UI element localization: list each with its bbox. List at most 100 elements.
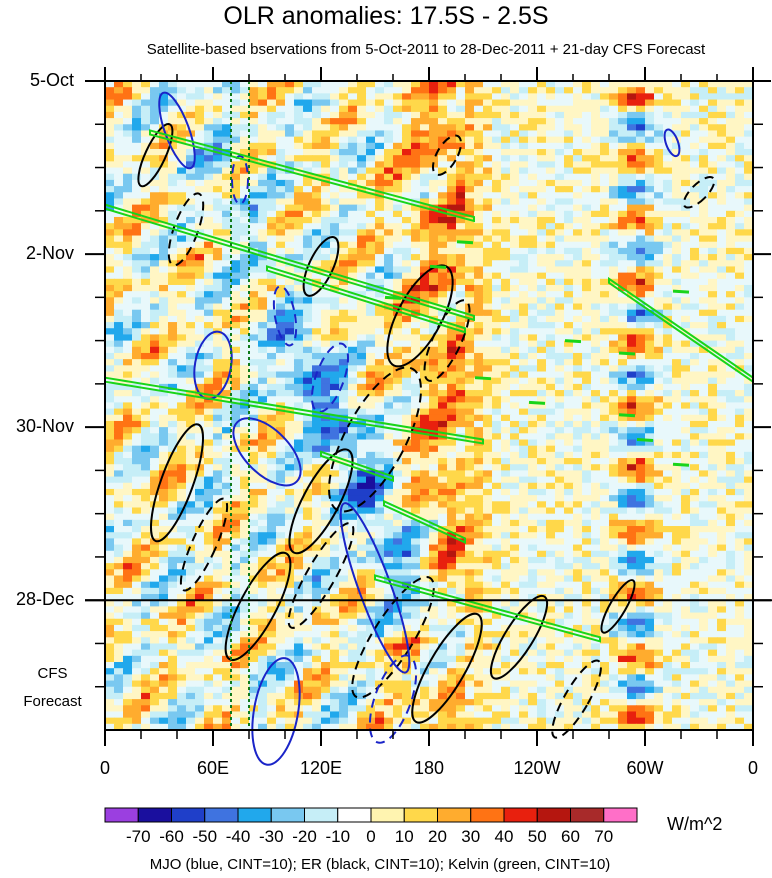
anomaly-cell [177,198,187,206]
anomaly-cell [294,390,304,397]
anomaly-cell [132,247,142,255]
anomaly-cell [411,383,421,391]
anomaly-cell [591,359,601,366]
anomaly-cell [267,482,277,490]
anomaly-cell [222,359,232,366]
anomaly-cell [456,278,466,286]
anomaly-cell [105,315,115,323]
anomaly-cell [735,352,745,360]
anomaly-cell [600,148,610,156]
anomaly-cell [150,130,160,138]
anomaly-cell [150,297,160,305]
anomaly-cell [231,118,241,125]
anomaly-cell [249,210,259,218]
anomaly-cell [726,303,736,311]
anomaly-cell [195,352,205,360]
anomaly-cell [537,451,547,459]
anomaly-cell [663,303,673,311]
anomaly-cell [645,352,655,360]
anomaly-cell [681,464,691,471]
anomaly-cell [195,322,205,329]
anomaly-cell [708,148,718,156]
anomaly-cell [321,192,331,200]
anomaly-cell [168,458,178,465]
anomaly-cell [600,495,610,502]
anomaly-cell [483,247,493,255]
anomaly-cell [303,136,313,144]
anomaly-cell [438,87,448,94]
anomaly-cell [447,464,457,471]
anomaly-cell [672,445,682,453]
anomaly-cell [627,229,637,237]
anomaly-cell [654,105,664,113]
anomaly-cell [168,210,178,218]
anomaly-cell [429,365,439,373]
anomaly-cell [429,266,439,274]
anomaly-cell [366,216,376,224]
anomaly-cell [303,192,313,200]
anomaly-cell [195,464,205,471]
anomaly-cell [600,260,610,268]
anomaly-cell [195,142,205,150]
anomaly-cell [105,501,115,509]
anomaly-cell [303,402,313,410]
anomaly-cell [150,309,160,317]
anomaly-cell [735,501,745,509]
anomaly-cell [546,118,556,125]
anomaly-cell [537,488,547,496]
anomaly-cell [735,105,745,113]
anomaly-cell [240,464,250,471]
anomaly-cell [150,408,160,416]
anomaly-cell [708,315,718,323]
anomaly-cell [654,328,664,336]
anomaly-cell [303,297,313,305]
anomaly-cell [690,427,700,434]
anomaly-cell [204,408,214,416]
anomaly-cell [555,161,565,169]
anomaly-cell [114,161,124,169]
anomaly-cell [501,346,511,354]
anomaly-cell [537,254,547,261]
anomaly-cell [510,445,520,453]
anomaly-cell [105,352,115,360]
anomaly-cell [591,315,601,323]
anomaly-cell [528,130,538,138]
anomaly-cell [231,328,241,336]
anomaly-cell [384,161,394,169]
anomaly-cell [681,254,691,261]
anomaly-cell [285,464,295,471]
anomaly-cell [609,173,619,181]
anomaly-cell [123,445,133,453]
anomaly-cell [294,322,304,329]
anomaly-cell [537,235,547,243]
anomaly-cell [717,241,727,249]
anomaly-cell [312,346,322,354]
anomaly-cell [438,254,448,261]
anomaly-cell [267,507,277,515]
anomaly-cell [726,266,736,274]
anomaly-cell [726,334,736,342]
anomaly-cell [186,266,196,274]
anomaly-cell [501,482,511,490]
anomaly-cell [699,229,709,237]
anomaly-cell [114,148,124,156]
anomaly-cell [600,420,610,428]
anomaly-cell [456,99,466,107]
anomaly-cell [267,470,277,478]
anomaly-cell [654,458,664,465]
anomaly-cell [501,111,511,119]
anomaly-cell [159,254,169,261]
anomaly-cell [501,186,511,193]
anomaly-cell [114,118,124,125]
anomaly-cell [114,291,124,298]
anomaly-cell [213,192,223,200]
anomaly-cell [735,439,745,447]
anomaly-cell [141,297,151,305]
anomaly-cell [195,198,205,206]
anomaly-cell [204,291,214,298]
anomaly-cell [195,118,205,125]
anomaly-cell [600,93,610,101]
anomaly-cell [708,124,718,132]
anomaly-cell [636,192,646,200]
